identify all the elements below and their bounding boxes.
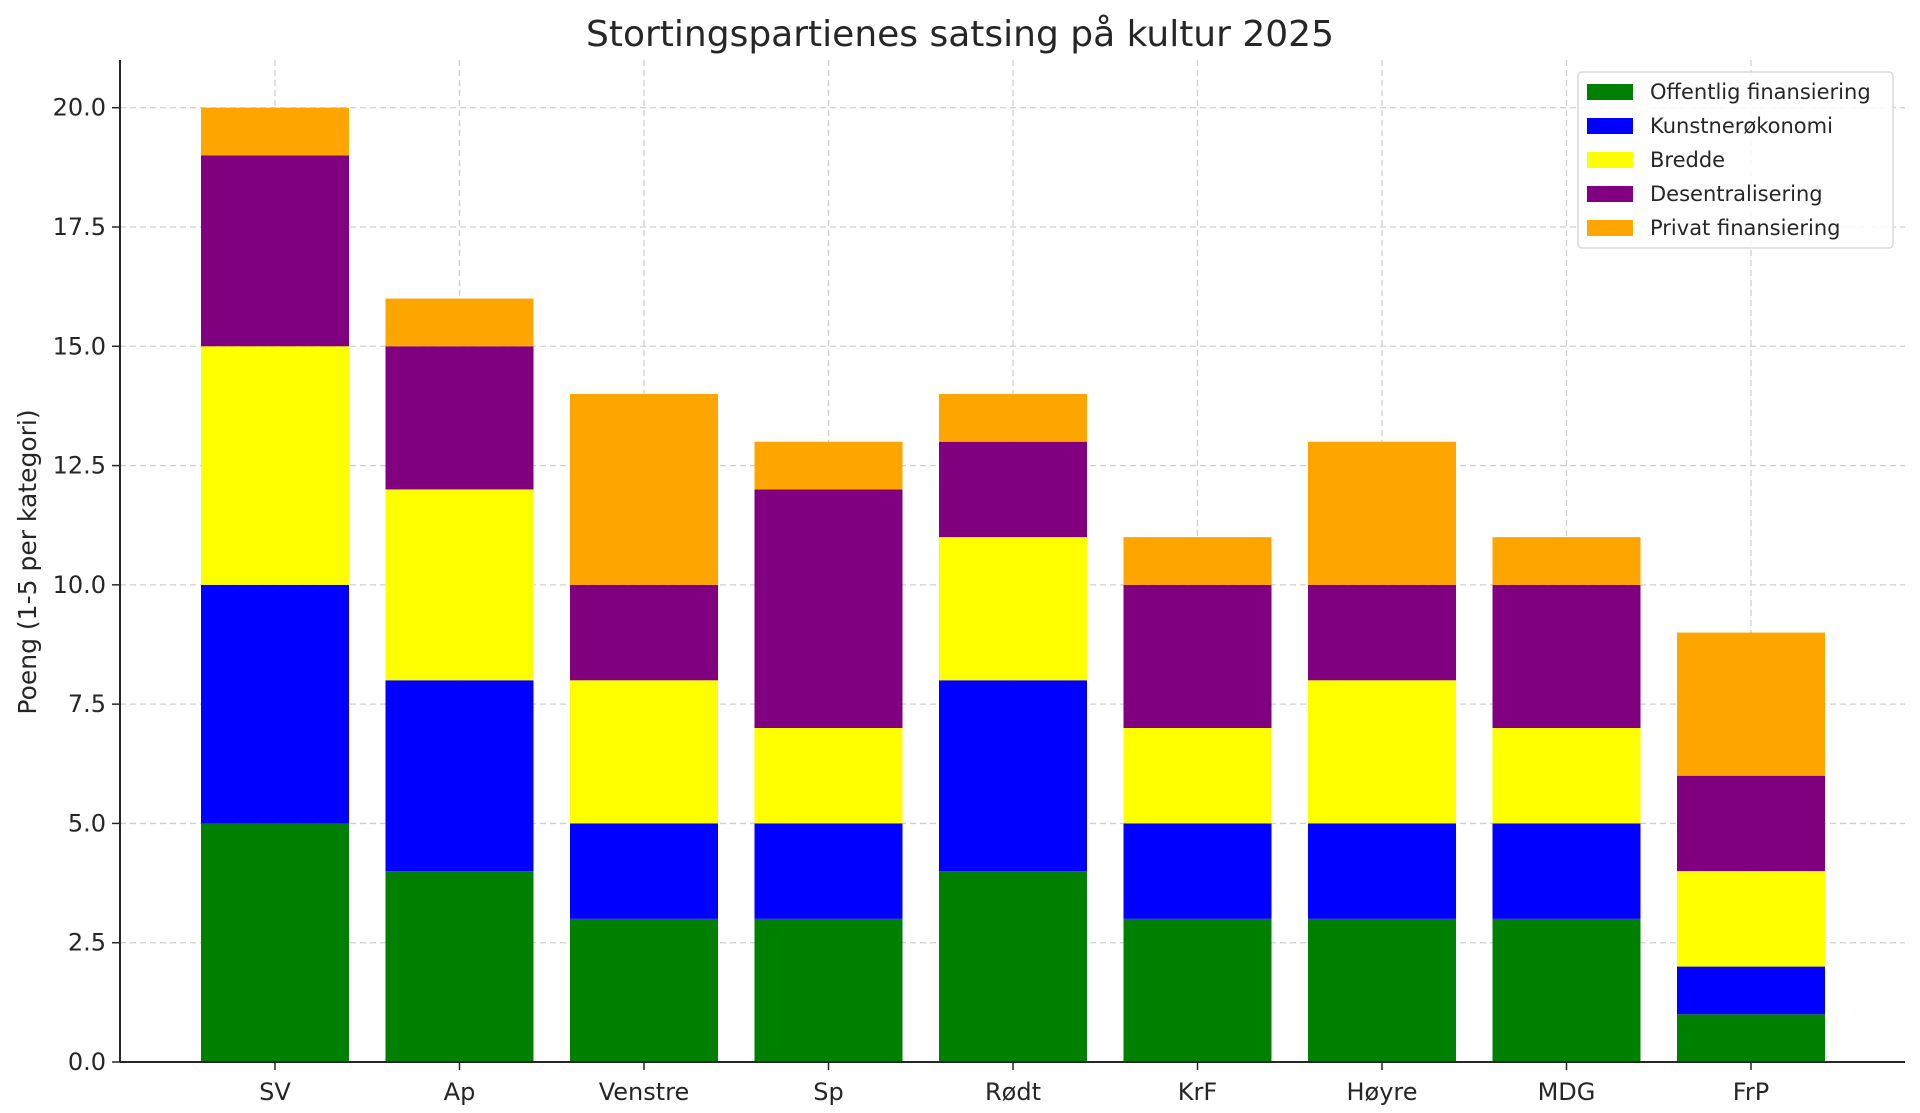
legend-swatch bbox=[1587, 84, 1633, 100]
bar-segment bbox=[1677, 775, 1825, 872]
bar-segment bbox=[1123, 728, 1272, 824]
chart-title: Stortingspartienes satsing på kultur 202… bbox=[586, 14, 1334, 55]
bar-segment bbox=[1492, 823, 1641, 919]
bar-segment bbox=[1123, 537, 1272, 585]
bar-segment bbox=[1677, 632, 1825, 776]
bar-segment bbox=[1677, 966, 1825, 1015]
x-tick-label: KrF bbox=[1178, 1078, 1217, 1106]
bar-segment bbox=[1123, 823, 1272, 919]
bar-segment bbox=[754, 441, 903, 490]
x-tick-label: MDG bbox=[1538, 1078, 1596, 1106]
bar-segment bbox=[939, 871, 1087, 1062]
bar-segment bbox=[201, 584, 349, 824]
bar-segment bbox=[754, 918, 903, 1062]
bar-segment bbox=[754, 728, 903, 824]
bar-segment bbox=[1123, 918, 1272, 1062]
bar-segment bbox=[754, 489, 903, 728]
bar-segment bbox=[1308, 918, 1456, 1062]
y-tick-label: 17.5 bbox=[53, 213, 106, 241]
bar-segment bbox=[1308, 441, 1456, 585]
bar-segment bbox=[201, 155, 349, 347]
bar-segment bbox=[1308, 584, 1456, 681]
y-tick-label: 20.0 bbox=[53, 94, 106, 122]
legend-label: Offentlig finansiering bbox=[1650, 80, 1871, 104]
legend-label: Kunstnerøkonomi bbox=[1650, 114, 1833, 138]
bar-segment bbox=[570, 680, 718, 824]
y-tick-label: 12.5 bbox=[53, 452, 106, 480]
bar-segment bbox=[1677, 1014, 1825, 1062]
legend-label: Desentralisering bbox=[1650, 182, 1823, 206]
x-tick-label: Venstre bbox=[599, 1078, 690, 1106]
bar-segment bbox=[1492, 584, 1641, 728]
bar-segment bbox=[570, 394, 718, 585]
bar-segment bbox=[1308, 823, 1456, 919]
x-tick-label: FrP bbox=[1733, 1078, 1769, 1106]
bar-segment bbox=[1492, 918, 1641, 1062]
bar-segment bbox=[1123, 584, 1272, 728]
y-tick-label: 10.0 bbox=[53, 571, 106, 599]
y-axis-label: Poeng (1-5 per kategori) bbox=[13, 409, 42, 714]
bar-segment bbox=[570, 823, 718, 919]
legend-swatch bbox=[1587, 118, 1633, 134]
legend: Offentlig finansiering Kunstnerøkonomi Bre… bbox=[1577, 71, 1894, 249]
legend-label: Privat finansiering bbox=[1650, 216, 1841, 240]
bar-segment bbox=[754, 823, 903, 919]
x-tick-label: Sp bbox=[813, 1078, 843, 1106]
tick-labels: 0.0 2.5 5.0 7.5 10.0 12.5 15.0 17.5 20.0 SV Ap Vens… bbox=[53, 94, 1770, 1106]
bar-segment bbox=[939, 680, 1087, 872]
y-tick-label: 15.0 bbox=[53, 332, 106, 360]
bar-segment bbox=[939, 394, 1087, 442]
y-tick-label: 0.0 bbox=[68, 1048, 106, 1076]
x-tick-label: SV bbox=[259, 1078, 291, 1106]
bar-segment bbox=[1677, 871, 1825, 967]
bar-segment bbox=[385, 871, 534, 1062]
bar-segment bbox=[939, 537, 1087, 681]
legend-swatch bbox=[1587, 186, 1633, 202]
bars bbox=[201, 107, 1825, 1062]
bar-segment bbox=[385, 680, 534, 872]
y-tick-label: 2.5 bbox=[68, 929, 106, 957]
x-tick-label: Ap bbox=[444, 1078, 476, 1106]
y-tick-label: 7.5 bbox=[68, 690, 106, 718]
bar-segment bbox=[385, 489, 534, 681]
legend-swatch bbox=[1587, 152, 1633, 168]
bar-segment bbox=[385, 346, 534, 490]
legend-label: Bredde bbox=[1650, 148, 1725, 172]
bar-segment bbox=[570, 584, 718, 681]
legend-box bbox=[1577, 71, 1894, 249]
x-tick-label: Høyre bbox=[1346, 1078, 1417, 1106]
bar-segment bbox=[570, 918, 718, 1062]
bar-segment bbox=[201, 346, 349, 585]
x-tick-label: Rødt bbox=[985, 1078, 1041, 1106]
bar-segment bbox=[201, 823, 349, 1062]
legend-swatch bbox=[1587, 220, 1633, 236]
bar-segment bbox=[1492, 728, 1641, 824]
y-tick-label: 5.0 bbox=[68, 809, 106, 837]
bar-segment bbox=[201, 107, 349, 156]
bar-segment bbox=[1492, 537, 1641, 585]
bar-segment bbox=[385, 298, 534, 347]
bar-segment bbox=[939, 441, 1087, 538]
bar-segment bbox=[1308, 680, 1456, 824]
